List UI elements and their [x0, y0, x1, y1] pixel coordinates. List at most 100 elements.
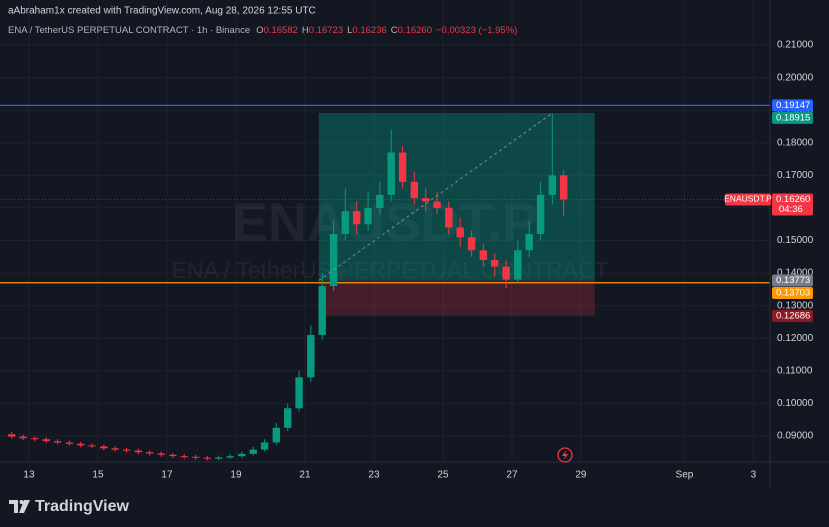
- y-tick-label: 0.17000: [777, 170, 814, 181]
- x-tick-label: 15: [92, 470, 104, 481]
- symbol-legend: ENA / TetherUS PERPETUAL CONTRACT · 1h ·…: [8, 25, 517, 36]
- x-tick-label: 29: [575, 470, 587, 481]
- candle-body: [284, 408, 292, 428]
- position-loss: [318, 280, 595, 316]
- price-label-bg: [772, 99, 813, 112]
- price-label: 0.16260: [776, 194, 810, 205]
- candle-body: [445, 207, 453, 228]
- candle-body: [31, 438, 39, 440]
- candle-body: [502, 266, 510, 280]
- candle-body: [479, 250, 488, 261]
- countdown: 04:36: [779, 204, 803, 215]
- y-tick-label: 0.10000: [777, 398, 814, 409]
- y-tick-label: 0.15000: [777, 235, 814, 246]
- alert-icon: [557, 447, 573, 463]
- symbol-label-bg: [725, 193, 771, 206]
- ohlc-label: L: [347, 25, 352, 36]
- x-tick-label: 23: [368, 470, 380, 481]
- x-tick-label: 19: [230, 470, 242, 481]
- candle-body: [100, 446, 108, 449]
- candle-body: [329, 233, 338, 287]
- ohlc-value: 0.16260: [398, 25, 432, 36]
- candle-body: [122, 449, 131, 451]
- brand: TradingView: [35, 498, 130, 515]
- x-tick-label: 27: [506, 470, 518, 481]
- price-label: 0.18915: [776, 112, 810, 123]
- candle-body: [341, 211, 350, 234]
- grid: [0, 0, 770, 462]
- y-tick-label: 0.09000: [777, 431, 814, 442]
- candle-body: [65, 442, 74, 444]
- candle-body: [19, 436, 27, 439]
- candle-body: [77, 443, 85, 446]
- footer-bg: [0, 488, 829, 527]
- ohlc-label: O: [256, 25, 263, 36]
- candle-body: [238, 453, 246, 457]
- candle-body: [353, 211, 361, 225]
- y-tick-label: 0.11000: [777, 365, 813, 376]
- candle-body: [410, 181, 419, 199]
- candle-body: [525, 233, 533, 251]
- y-tick-label: 0.12000: [777, 333, 814, 344]
- price-label: 0.13703: [776, 287, 810, 298]
- candle-body: [169, 454, 177, 457]
- brand-logo: [9, 500, 30, 513]
- y-tick-label: 0.18000: [777, 137, 814, 148]
- x-tick-label: 13: [23, 470, 35, 481]
- price-label-bg: [772, 274, 813, 287]
- x-tick-label: Sep: [676, 470, 694, 481]
- candle-body: [180, 456, 188, 458]
- candle-body: [191, 456, 200, 458]
- candle-body: [249, 449, 257, 454]
- price-label-bg: [772, 309, 813, 322]
- x-tick-label: 17: [161, 470, 173, 481]
- x-tick-label: 21: [299, 470, 311, 481]
- candle-body: [8, 434, 16, 437]
- symbol-line: ENA / TetherUS PERPETUAL CONTRACT · 1h ·…: [8, 25, 250, 36]
- y-tick-label: 0.14000: [777, 268, 814, 279]
- candle-body: [42, 439, 50, 442]
- price-label: 0.12686: [776, 310, 810, 321]
- price-label: 0.13773: [776, 275, 810, 286]
- ohlc-label: C: [391, 25, 398, 36]
- candle-body: [376, 194, 384, 208]
- credit: aAbraham1x created with TradingView.com,…: [8, 6, 316, 17]
- candle-body: [422, 198, 430, 202]
- candle-body: [398, 152, 407, 182]
- candle-body: [433, 201, 441, 208]
- candle-body: [203, 457, 212, 459]
- y-tick-label: 0.21000: [777, 40, 814, 51]
- candle-body: [157, 453, 165, 455]
- candle-body: [514, 250, 522, 280]
- x-tick-label: 3: [751, 470, 757, 481]
- price-label-bg: [772, 111, 813, 124]
- candle-body: [536, 194, 545, 234]
- price-label: 0.19147: [776, 100, 810, 111]
- x-tick-label: 25: [437, 470, 449, 481]
- candle-body: [467, 237, 476, 251]
- ohlc-value: 0.16582: [264, 25, 298, 36]
- candle-body: [272, 427, 281, 443]
- candle-body: [53, 441, 62, 443]
- watermark-symbol: ENAUSDT.P: [232, 192, 538, 252]
- ohlc-value: 0.16236: [352, 25, 386, 36]
- symbol-label: ENAUSDT.P: [724, 194, 772, 204]
- candle-body: [226, 456, 234, 458]
- position-profit: [318, 112, 595, 281]
- candle-body: [111, 448, 119, 450]
- plot-area: [0, 104, 770, 461]
- price-label-bg: [772, 193, 813, 216]
- candle-body: [146, 452, 154, 454]
- candle-body: [548, 175, 557, 195]
- y-tick-label: 0.20000: [777, 72, 814, 83]
- candle-body: [456, 227, 464, 238]
- candle-body: [215, 457, 223, 459]
- candle-body: [307, 334, 315, 378]
- candle-body: [134, 450, 143, 453]
- ohlc-label: H: [302, 25, 309, 36]
- candle-body: [560, 175, 568, 200]
- y-tick-label: 0.13000: [777, 300, 814, 311]
- ohlc-value: 0.16723: [309, 25, 343, 36]
- candle-body: [387, 152, 395, 195]
